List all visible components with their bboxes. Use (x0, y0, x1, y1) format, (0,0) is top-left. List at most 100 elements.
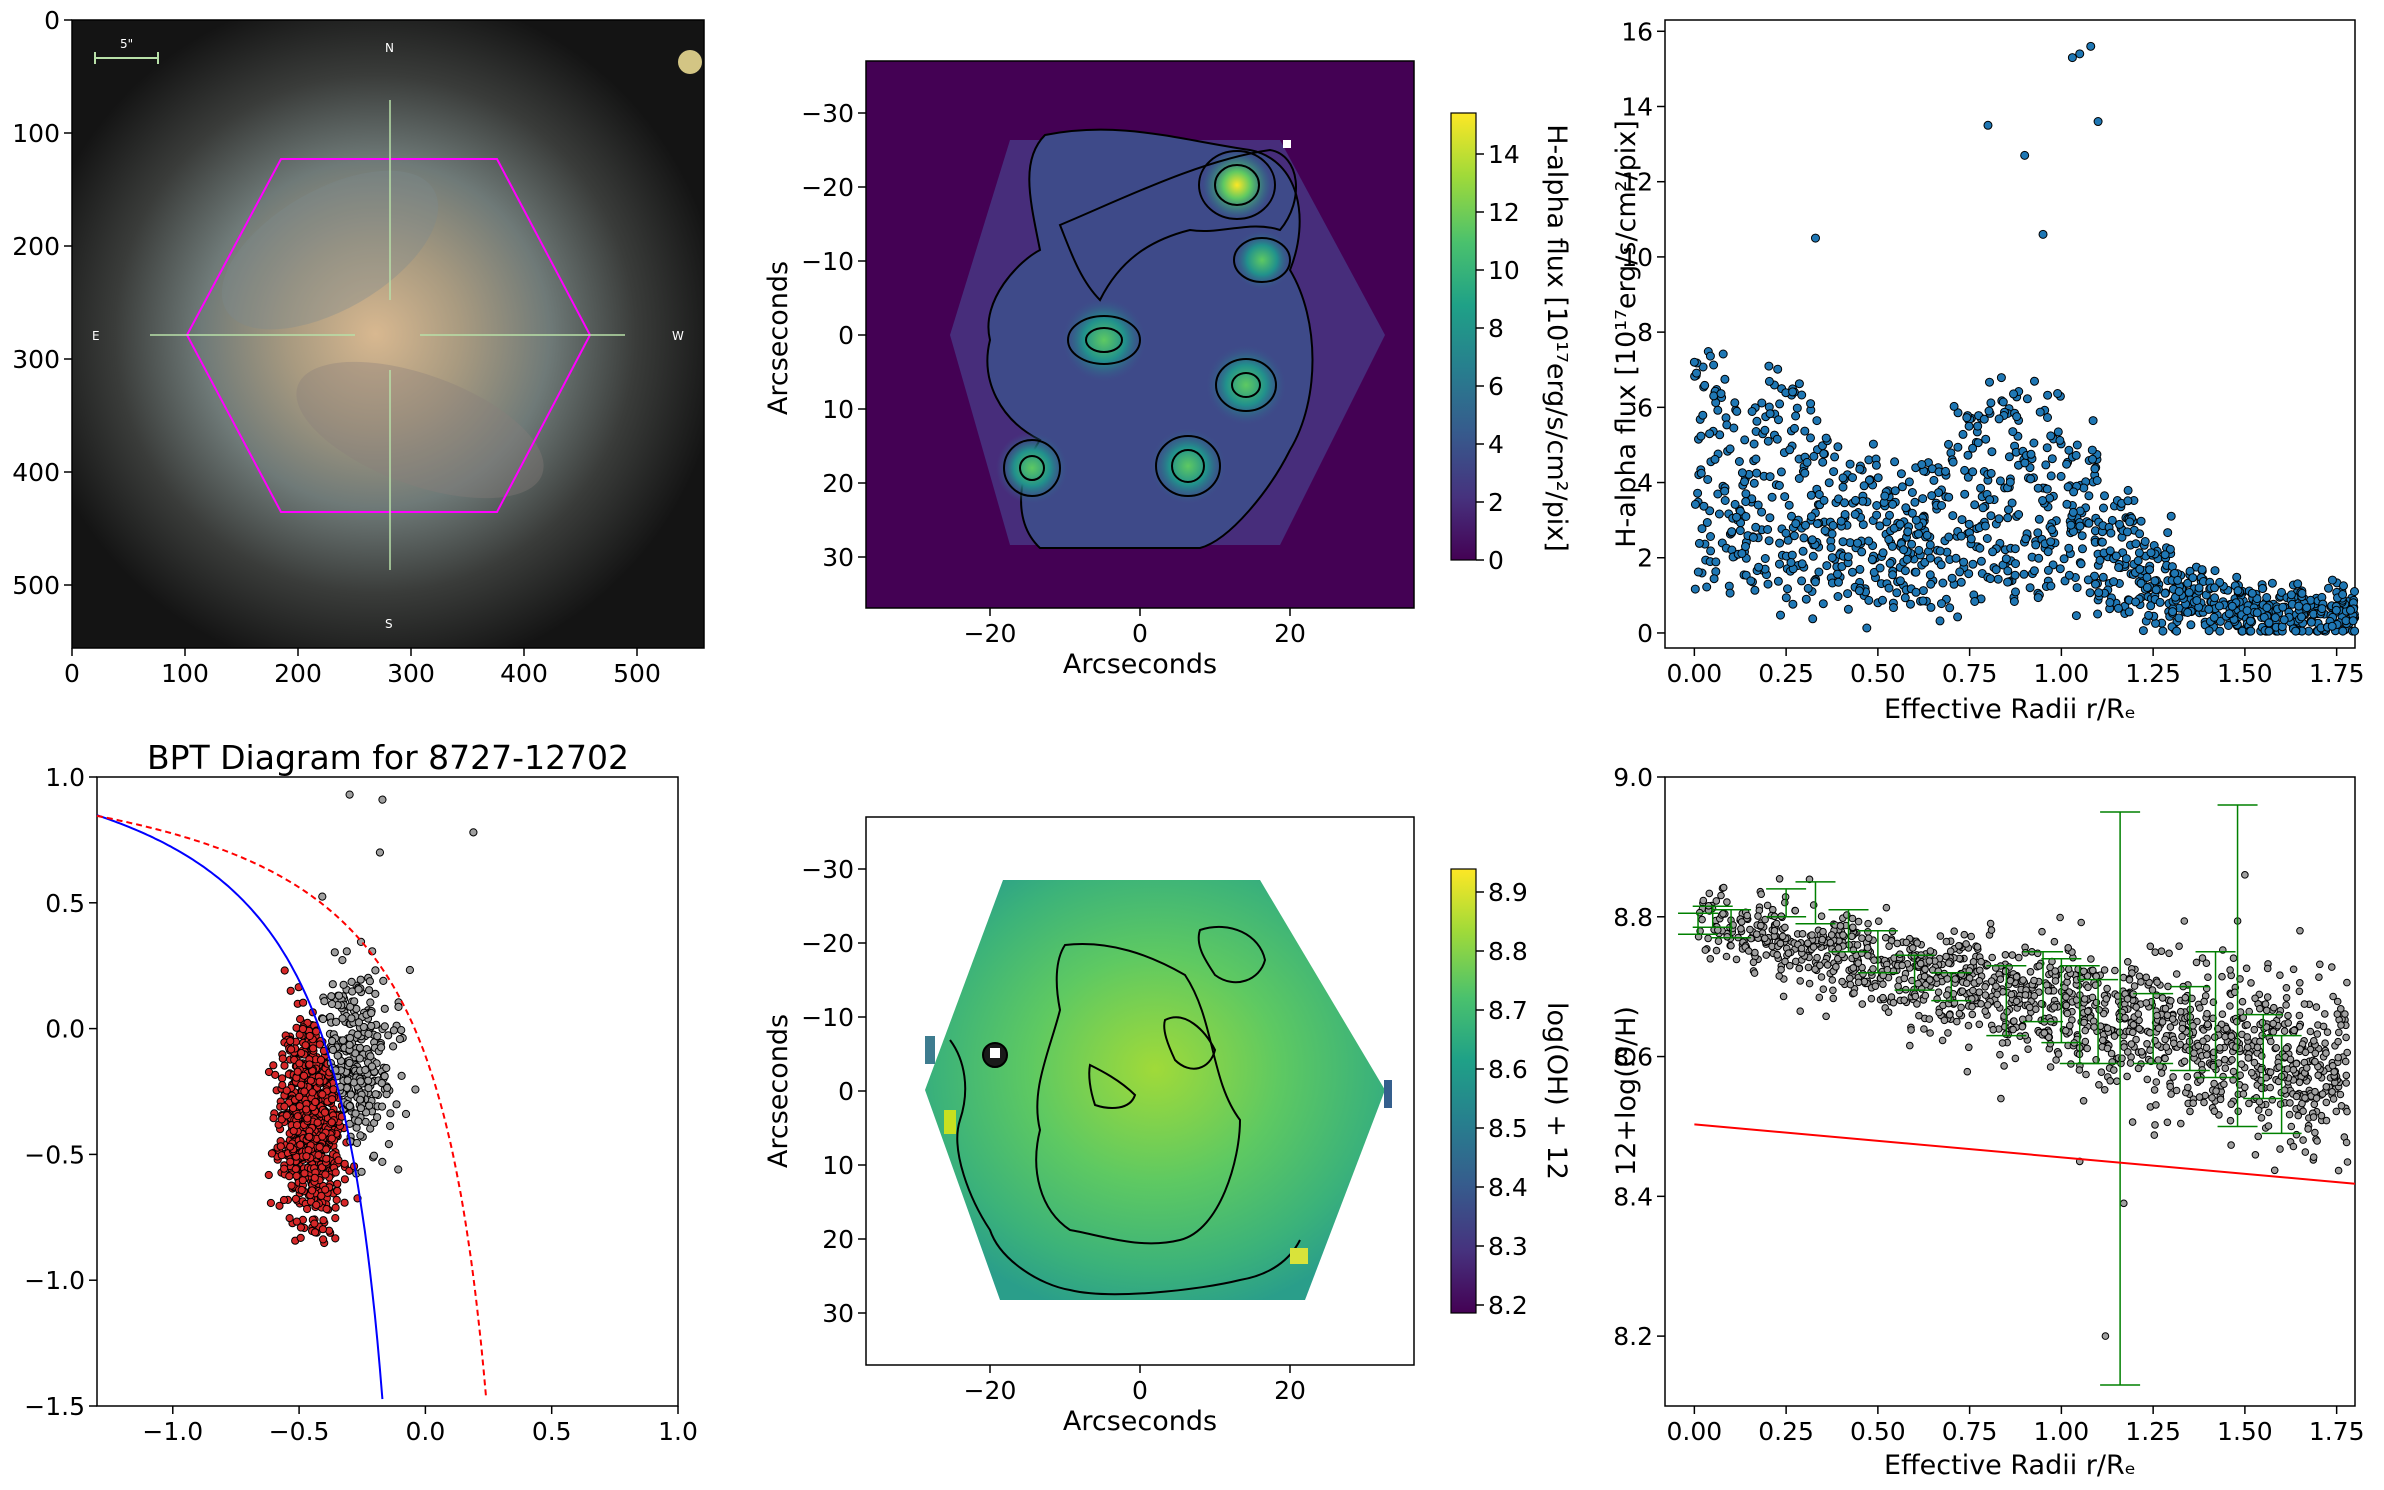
data-point (1813, 953, 1821, 962)
data-point (2343, 1048, 2351, 1057)
data-point (1722, 952, 1731, 961)
data-point (1829, 467, 1839, 477)
data-point (2143, 1040, 2151, 1048)
bpt-points (264, 790, 478, 1248)
data-point (2282, 1001, 2290, 1009)
data-point (2003, 577, 2013, 587)
star-forming-point (333, 1186, 342, 1196)
composite-point (371, 989, 380, 999)
data-point (2031, 540, 2041, 550)
data-point (2083, 1044, 2091, 1053)
star-forming-point (331, 1203, 340, 1212)
data-point (2067, 53, 2077, 63)
data-point (1796, 977, 1804, 985)
data-point (2160, 588, 2170, 598)
data-point (2046, 1039, 2055, 1048)
data-point (1826, 543, 1836, 553)
star-forming-point (331, 1168, 340, 1177)
data-point (2270, 613, 2280, 623)
data-point (2025, 1014, 2033, 1023)
data-point (1778, 932, 1787, 941)
data-point (1911, 515, 1921, 525)
data-point (1718, 349, 1728, 359)
data-point (2076, 559, 2086, 569)
colorbar-tick-label: 8.5 (1488, 1114, 1528, 1143)
data-point (1936, 560, 1946, 570)
data-point (2054, 1050, 2063, 1058)
data-point (1962, 413, 1972, 423)
data-point (2263, 964, 2272, 973)
data-point (2103, 1044, 2112, 1053)
data-point (1968, 1010, 1977, 1019)
data-point (2035, 962, 2043, 970)
data-point (1732, 406, 1742, 416)
data-point (2111, 551, 2121, 561)
data-point (1849, 946, 1858, 955)
data-point (2133, 556, 2143, 566)
y-tick-label: 1.0 (45, 763, 85, 792)
data-point (2089, 966, 2097, 975)
data-point (1988, 547, 1998, 557)
data-point (1993, 1000, 2002, 1009)
colorbar-tick-label: 6 (1488, 372, 1504, 401)
colorbar-tick-label: 14 (1488, 140, 1520, 169)
data-point (2085, 588, 2095, 598)
composite-point (345, 1102, 354, 1111)
data-point (1872, 501, 1882, 510)
colorbar-tick-label: 8.6 (1488, 1055, 1528, 1084)
data-point (1917, 460, 1927, 469)
data-point (2012, 997, 2021, 1006)
composite-point (343, 1076, 352, 1085)
data-point (2011, 559, 2020, 569)
data-point (2046, 1063, 2055, 1071)
data-point (2087, 445, 2097, 455)
data-point (1926, 1029, 1934, 1037)
data-point (1935, 1008, 1943, 1017)
data-point (1699, 896, 1708, 905)
data-point (2276, 1145, 2284, 1153)
data-point (2113, 1077, 2121, 1085)
data-point (2214, 601, 2224, 611)
data-point (1788, 599, 1798, 609)
data-point (2319, 1022, 2328, 1031)
data-point (2309, 1113, 2318, 1121)
data-point (2071, 450, 2081, 460)
data-point (2083, 575, 2093, 585)
data-point (2167, 1090, 2175, 1098)
data-point (1851, 495, 1860, 505)
data-point (1979, 414, 1989, 424)
data-point (1995, 476, 2005, 486)
data-point (1878, 548, 1888, 558)
data-point (2338, 626, 2348, 636)
y-tick-label: 0 (1637, 619, 1653, 648)
star-forming-point (331, 1234, 340, 1243)
data-point (1958, 429, 1968, 439)
star-forming-point (310, 1219, 319, 1228)
y-tick-label: 8.2 (1613, 1322, 1653, 1351)
data-point (2289, 1142, 2298, 1151)
data-point (2011, 587, 2020, 597)
galaxy-axes-frame (71, 19, 705, 649)
star-forming-point (321, 1185, 330, 1194)
oh-y-ticks: −30 −20 −10 0 10 20 30 (801, 855, 866, 1328)
data-point (1968, 559, 1978, 569)
data-point (1765, 472, 1775, 482)
data-point (1747, 407, 1757, 416)
data-point (2168, 607, 2178, 617)
star-forming-point (319, 1235, 328, 1244)
data-point (2245, 1007, 2253, 1016)
data-point (1888, 499, 1898, 509)
data-point (2018, 1022, 2027, 1031)
data-point (1767, 492, 1777, 502)
data-point (1918, 586, 1928, 596)
data-point (2183, 1072, 2192, 1081)
composite-point (377, 1043, 386, 1052)
y-tick-label: 400 (12, 458, 60, 487)
data-point (2063, 482, 2073, 492)
data-point (2003, 513, 2013, 523)
data-point (2330, 1068, 2338, 1076)
data-point (2124, 1048, 2132, 1056)
data-point (1981, 983, 1989, 991)
data-point (1945, 603, 1955, 613)
data-point (2321, 1039, 2329, 1047)
